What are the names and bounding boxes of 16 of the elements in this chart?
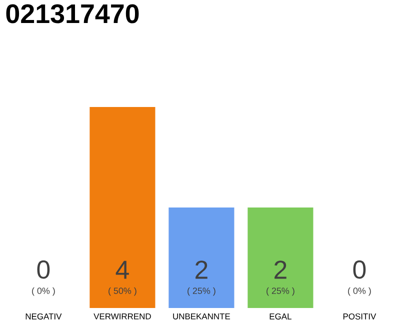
- x-tick-label: POSITIV: [343, 313, 376, 320]
- x-tick-label: VERWIRREND: [94, 313, 151, 320]
- data-label: 2: [274, 260, 286, 279]
- annotation: ( 0% ): [348, 287, 371, 296]
- data-label: 4: [116, 260, 129, 279]
- chart-title: 021317470: [6, 4, 139, 24]
- data-label: 2: [196, 260, 208, 279]
- x-tick-label: UNBEKANNTE: [173, 313, 230, 320]
- annotation: ( 25% ): [266, 287, 294, 296]
- annotation: ( 50% ): [108, 287, 136, 296]
- data-label: 0: [37, 260, 50, 279]
- x-tick-label: EGAL: [270, 313, 292, 320]
- annotation: ( 0% ): [32, 287, 55, 296]
- data-label: 0: [353, 260, 366, 279]
- annotation: ( 25% ): [188, 287, 216, 296]
- x-tick-label: NEGATIV: [26, 313, 62, 320]
